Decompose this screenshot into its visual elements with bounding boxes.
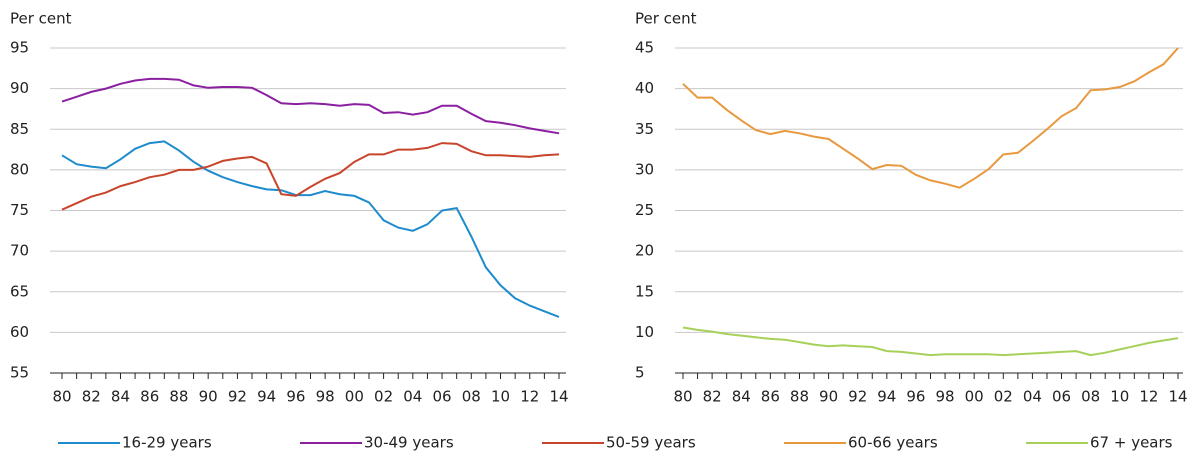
x-tick-label: 00 — [965, 388, 984, 406]
x-tick-label: 96 — [906, 388, 925, 406]
series-line — [682, 326, 1179, 357]
x-tick-label: 82 — [82, 388, 101, 406]
x-tick-label: 98 — [936, 388, 955, 406]
x-tick-label: 10 — [491, 388, 510, 406]
y-axis-label: Per cent — [10, 10, 72, 28]
series-line — [61, 142, 560, 211]
y-tick-label: 10 — [635, 323, 654, 341]
y-tick-label: 25 — [635, 201, 654, 219]
x-tick-label: 04 — [1023, 388, 1042, 406]
legend-label: 60-66 years — [848, 434, 938, 452]
y-tick-label: 90 — [10, 79, 29, 97]
y-tick-label: 45 — [635, 39, 654, 57]
y-tick-label: 5 — [635, 364, 645, 382]
y-tick-label: 35 — [635, 120, 654, 138]
x-tick-label: 06 — [433, 388, 452, 406]
y-tick-label: 60 — [10, 323, 29, 341]
x-tick-label: 14 — [1168, 388, 1187, 406]
x-tick-label: 88 — [790, 388, 809, 406]
legend-label: 30-49 years — [364, 434, 454, 452]
y-tick-label: 95 — [10, 39, 29, 57]
y-tick-label: 40 — [635, 79, 654, 97]
legend-label: 67 + years — [1090, 434, 1173, 452]
legend-label: 50-59 years — [606, 434, 696, 452]
x-tick-label: 90 — [199, 388, 218, 406]
x-tick-label: 92 — [848, 388, 867, 406]
series-line — [61, 77, 560, 135]
x-tick-label: 94 — [877, 388, 896, 406]
x-tick-label: 96 — [286, 388, 305, 406]
x-tick-label: 06 — [1052, 388, 1071, 406]
y-tick-label: 80 — [10, 160, 29, 178]
x-tick-label: 98 — [316, 388, 335, 406]
x-tick-label: 86 — [140, 388, 159, 406]
y-tick-label: 55 — [10, 364, 29, 382]
y-tick-label: 85 — [10, 120, 29, 138]
x-tick-label: 10 — [1110, 388, 1129, 406]
legend-label: 16-29 years — [122, 434, 212, 452]
x-tick-label: 80 — [52, 388, 71, 406]
y-axis-label: Per cent — [635, 10, 697, 28]
x-tick-label: 00 — [345, 388, 364, 406]
x-tick-label: 94 — [257, 388, 276, 406]
y-tick-label: 20 — [635, 242, 654, 260]
x-tick-label: 08 — [462, 388, 481, 406]
x-tick-label: 84 — [111, 388, 130, 406]
x-tick-label: 92 — [228, 388, 247, 406]
x-tick-label: 08 — [1081, 388, 1100, 406]
x-tick-label: 04 — [403, 388, 422, 406]
x-tick-label: 12 — [520, 388, 539, 406]
x-tick-label: 14 — [549, 388, 568, 406]
series-line — [682, 47, 1179, 189]
x-tick-label: 02 — [994, 388, 1013, 406]
y-tick-label: 30 — [635, 160, 654, 178]
x-tick-label: 84 — [732, 388, 751, 406]
x-tick-label: 02 — [374, 388, 393, 406]
x-tick-label: 86 — [761, 388, 780, 406]
x-tick-label: 82 — [703, 388, 722, 406]
y-tick-label: 15 — [635, 282, 654, 300]
x-tick-label: 80 — [673, 388, 692, 406]
y-tick-label: 70 — [10, 242, 29, 260]
x-tick-label: 88 — [169, 388, 188, 406]
y-tick-label: 65 — [10, 282, 29, 300]
y-tick-label: 75 — [10, 201, 29, 219]
series-line — [61, 140, 560, 318]
x-tick-label: 12 — [1139, 388, 1158, 406]
x-tick-label: 90 — [819, 388, 838, 406]
